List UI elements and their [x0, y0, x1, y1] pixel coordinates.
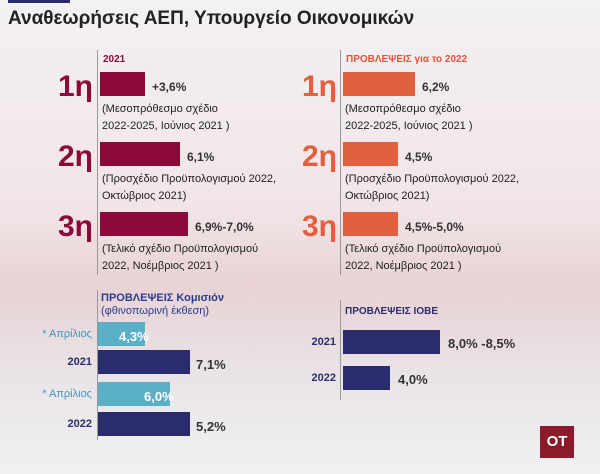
- note: (Μεσοπρόθεσμο σχέδιο: [102, 103, 218, 115]
- value-label: 4,0%: [398, 372, 428, 387]
- panel-heading: ΠΡΟΒΛΕΨΕΙΣ ΙΟΒΕ: [345, 306, 438, 317]
- bar: [343, 366, 390, 390]
- row-name: 2021: [311, 336, 336, 348]
- value-label: +3,6%: [152, 80, 187, 94]
- title-accent: [8, 0, 70, 3]
- note: (Προσχέδιο Προϋπολογισμού 2022,: [102, 173, 277, 185]
- note: (Τελικό σχέδιο Προϋπολογισμού: [102, 243, 259, 255]
- logo: OT: [540, 426, 574, 458]
- rank: 1η: [302, 70, 338, 103]
- value-label: 4,3%: [119, 329, 149, 344]
- value-label: 6,9%-7,0%: [195, 220, 254, 234]
- divider: [340, 300, 341, 400]
- value-label: 4,5%: [405, 150, 433, 164]
- bar: [100, 142, 180, 166]
- rank: 3η: [58, 210, 94, 243]
- note: 2022, Νοέμβριος 2021 ): [345, 260, 462, 272]
- note: 2022-2025, Ιούνιος 2021 ): [345, 120, 473, 132]
- note: (Προσχέδιο Προϋπολογισμού 2022,: [345, 173, 520, 185]
- value-label: 5,2%: [196, 419, 226, 434]
- note: (Μεσοπρόθεσμο σχέδιο: [345, 103, 461, 115]
- note: 2022, Νοέμβριος 2021 ): [102, 260, 219, 272]
- rank: 2η: [302, 140, 338, 173]
- row-name: * Απρίλιος: [42, 328, 92, 340]
- bar: [98, 412, 190, 436]
- note: Οκτώβριος 2021): [345, 190, 430, 202]
- value-label: 6,1%: [187, 150, 215, 164]
- bar: [343, 142, 398, 166]
- value-label: 7,1%: [196, 357, 226, 372]
- divider: [97, 290, 98, 440]
- note: 2022-2025, Ιούνιος 2021 ): [102, 120, 230, 132]
- bar: [100, 212, 188, 236]
- value-label: 4,5%-5,0%: [405, 220, 464, 234]
- bar: [98, 322, 145, 346]
- rank: 3η: [302, 210, 338, 243]
- row-name: * Απρίλιος: [42, 388, 92, 400]
- rank: 1η: [58, 70, 94, 103]
- bar: [100, 72, 145, 96]
- row-name: 2022: [311, 372, 336, 384]
- bar: [98, 350, 190, 374]
- bar: [98, 382, 170, 406]
- panel-heading: 2021: [103, 54, 126, 65]
- subheading: (φθινοπωρινή έκθεση): [101, 305, 210, 317]
- divider: [340, 50, 341, 275]
- row-name: 2022: [67, 418, 92, 430]
- bar: [343, 330, 440, 354]
- bar: [343, 72, 415, 96]
- row-name: 2021: [67, 356, 92, 368]
- value-label: 6,0%: [144, 389, 174, 404]
- bar: [343, 212, 398, 236]
- title: Αναθεωρήσεις ΑΕΠ, Υπουργείο Οικονομικών: [8, 8, 415, 29]
- note: Οκτώβριος 2021): [102, 190, 187, 202]
- divider: [97, 50, 98, 275]
- rank: 2η: [58, 140, 94, 173]
- value-label: 8,0% -8,5%: [448, 336, 516, 351]
- panel-heading: ΠΡΟΒΛΕΨΕΙΣ Κομισιόν: [101, 292, 225, 304]
- value-label: 6,2%: [422, 80, 450, 94]
- panel-heading: ΠΡΟΒΛΕΨΕΙΣ για το 2022: [346, 54, 468, 65]
- note: (Τελικό σχέδιο Προϋπολογισμού: [345, 243, 502, 255]
